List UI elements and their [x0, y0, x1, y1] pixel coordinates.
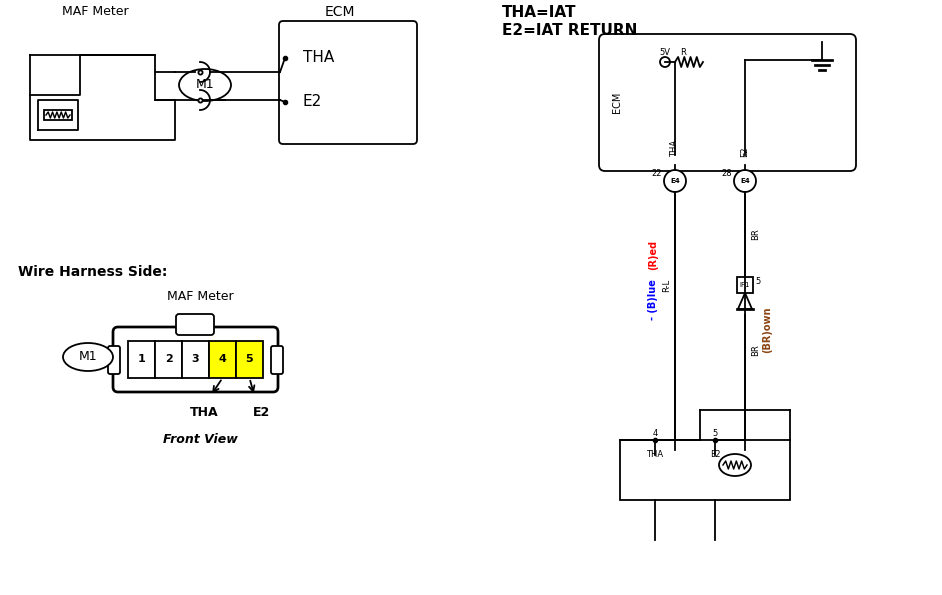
Bar	[209, 341, 236, 378]
Text: 5: 5	[246, 355, 253, 365]
Text: 28: 28	[722, 170, 732, 178]
Text: 5: 5	[712, 429, 718, 438]
Text: IF1: IF1	[739, 282, 750, 288]
Text: 1: 1	[138, 355, 145, 365]
Bar	[128, 341, 155, 378]
Text: THA: THA	[190, 406, 219, 419]
Text: - (B)lue: - (B)lue	[648, 280, 658, 321]
Text: 5: 5	[755, 277, 760, 286]
Polygon shape	[738, 293, 752, 309]
Ellipse shape	[719, 454, 751, 476]
Text: ECM: ECM	[612, 92, 622, 113]
Text: THA: THA	[303, 51, 334, 65]
Text: THA: THA	[646, 450, 663, 459]
Text: E2: E2	[303, 95, 322, 109]
Text: 2: 2	[165, 355, 172, 365]
Bar	[620, 440, 790, 500]
Circle shape	[734, 170, 756, 192]
Ellipse shape	[179, 69, 231, 101]
Text: (R)ed: (R)ed	[648, 240, 658, 270]
Text: 5V: 5V	[659, 48, 671, 57]
Text: E4: E4	[670, 178, 680, 184]
Text: R: R	[680, 48, 686, 57]
Text: M1: M1	[79, 350, 97, 364]
FancyBboxPatch shape	[279, 21, 417, 144]
Text: E4: E4	[740, 178, 750, 184]
Text: MAF Meter: MAF Meter	[167, 290, 234, 303]
FancyBboxPatch shape	[599, 34, 856, 171]
Circle shape	[660, 57, 670, 67]
Text: THA: THA	[671, 140, 679, 157]
Text: (BR)own: (BR)own	[762, 307, 772, 353]
FancyBboxPatch shape	[113, 327, 278, 392]
Text: MAF Meter: MAF Meter	[61, 5, 128, 18]
Text: E2: E2	[709, 450, 721, 459]
Text: BR: BR	[751, 344, 760, 356]
Bar	[155, 341, 182, 378]
Text: 22: 22	[652, 170, 662, 178]
Text: THA=IAT: THA=IAT	[502, 5, 577, 20]
Text: Wire Harness Side:: Wire Harness Side:	[18, 265, 168, 279]
Text: Front View: Front View	[163, 433, 237, 446]
Bar	[236, 341, 263, 378]
Text: 4: 4	[653, 429, 658, 438]
Ellipse shape	[63, 343, 113, 371]
Circle shape	[664, 170, 686, 192]
Text: BR: BR	[751, 228, 760, 240]
FancyBboxPatch shape	[44, 110, 72, 120]
Text: R-L: R-L	[662, 278, 672, 292]
Text: E2=IAT RETURN: E2=IAT RETURN	[502, 23, 638, 38]
FancyBboxPatch shape	[108, 346, 120, 374]
Bar	[737, 277, 753, 293]
Text: E2: E2	[252, 406, 270, 419]
Text: 3: 3	[191, 355, 200, 365]
Text: 4: 4	[219, 355, 226, 365]
FancyBboxPatch shape	[176, 314, 214, 335]
Text: ECM: ECM	[325, 5, 355, 19]
FancyBboxPatch shape	[271, 346, 283, 374]
Text: M1: M1	[196, 79, 215, 92]
Text: E2: E2	[740, 146, 750, 157]
Bar	[182, 341, 209, 378]
